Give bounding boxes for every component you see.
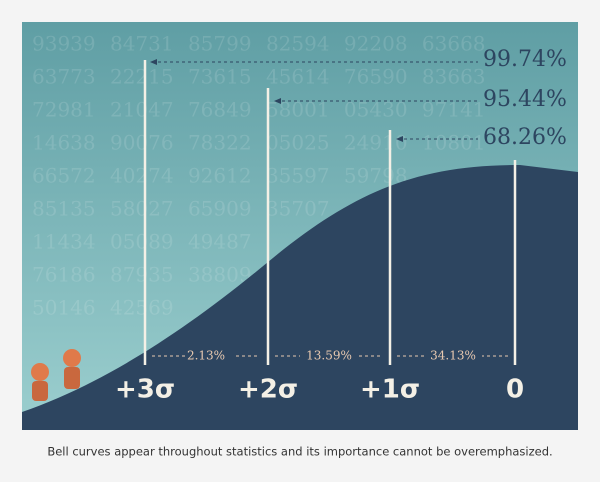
arrowhead — [150, 59, 157, 65]
segment-label: 13.59% — [306, 349, 352, 363]
sigma-labels: +3σ +2σ +1σ 0 — [115, 375, 524, 405]
label-bg — [300, 348, 358, 364]
figures — [31, 349, 81, 401]
figure-body — [32, 381, 48, 401]
segment-label: 2.13% — [187, 349, 225, 363]
sigma-label: 0 — [506, 375, 524, 405]
digit-row: 14638 90076 78322 05025 24910 10801 — [32, 131, 486, 155]
digit-row: 63773 22215 73615 45614 76590 83663 — [32, 65, 486, 89]
caption: Bell curves appear throughout statistics… — [47, 445, 552, 459]
sigma-label: +1σ — [360, 375, 420, 405]
segment-label: 34.13% — [430, 349, 476, 363]
segment-labels: 2.13% 13.59% 34.13% — [185, 348, 482, 364]
label-bg — [185, 348, 233, 364]
sigma-label: +2σ — [238, 375, 298, 405]
digit-row: 50146 42569 — [32, 296, 174, 320]
cumulative-label: 68.26% — [483, 125, 567, 150]
figure-body — [64, 367, 80, 389]
cumulative-labels: 99.74% 95.44% 68.26% — [483, 47, 567, 150]
figure-head — [31, 363, 49, 381]
cumulative-arrows — [150, 59, 478, 142]
sigma-label: +3σ — [115, 375, 175, 405]
digit-row: 11434 05089 49487 — [32, 230, 252, 254]
cumulative-label: 99.74% — [483, 47, 567, 72]
digit-row: 66572 40274 92612 35597 59798 — [32, 164, 408, 188]
digit-row: 93939 84731 85799 82594 92208 63668 — [32, 32, 486, 56]
arrowhead — [274, 98, 281, 104]
label-bg — [424, 348, 482, 364]
digit-row: 72981 21047 76849 58001 05430 97141 — [32, 98, 486, 122]
arrowhead — [396, 136, 403, 142]
figure-head — [63, 349, 81, 367]
digit-row: 85135 58027 65909 35707 — [32, 197, 330, 221]
digit-row: 76186 87935 38809 — [32, 263, 252, 287]
sigma-lines — [143, 60, 517, 365]
cumulative-label: 95.44% — [483, 87, 567, 112]
